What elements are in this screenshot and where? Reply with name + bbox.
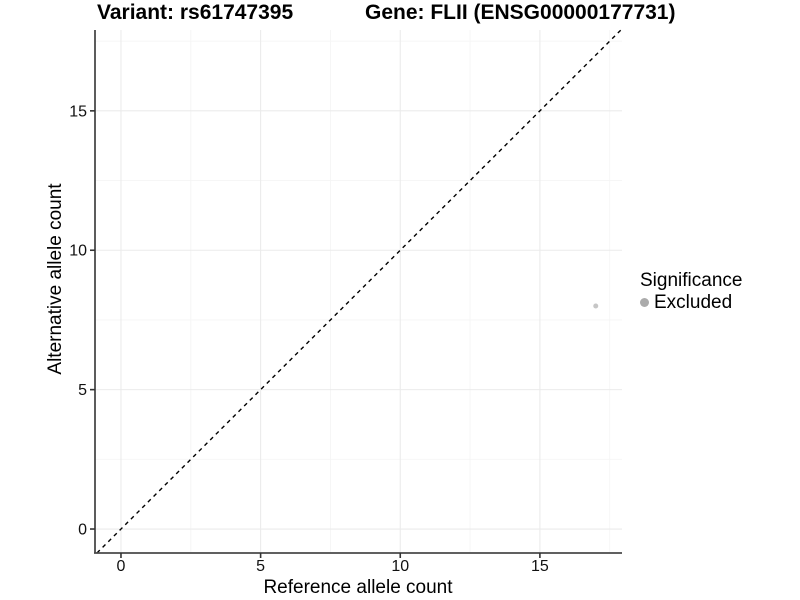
legend-key-dot-icon: [640, 298, 649, 307]
legend: Significance Excluded: [640, 270, 742, 313]
svg-text:10: 10: [69, 243, 87, 260]
svg-text:15: 15: [69, 103, 87, 120]
legend-title: Significance: [640, 270, 743, 291]
plot-title-gene: Gene: FLII (ENSG00000177731): [365, 1, 676, 24]
x-axis-label: Reference allele count: [263, 577, 453, 598]
legend-item-label: Excluded: [654, 291, 733, 313]
legend-item-excluded: Excluded: [640, 292, 742, 313]
svg-text:15: 15: [531, 558, 549, 575]
svg-text:0: 0: [117, 558, 126, 575]
plot-title-variant: Variant: rs61747395: [97, 1, 294, 24]
y-axis-label: Alternative allele count: [45, 183, 66, 375]
svg-text:10: 10: [391, 558, 409, 575]
svg-text:5: 5: [256, 558, 265, 575]
svg-text:5: 5: [78, 382, 87, 399]
svg-text:0: 0: [78, 522, 87, 539]
